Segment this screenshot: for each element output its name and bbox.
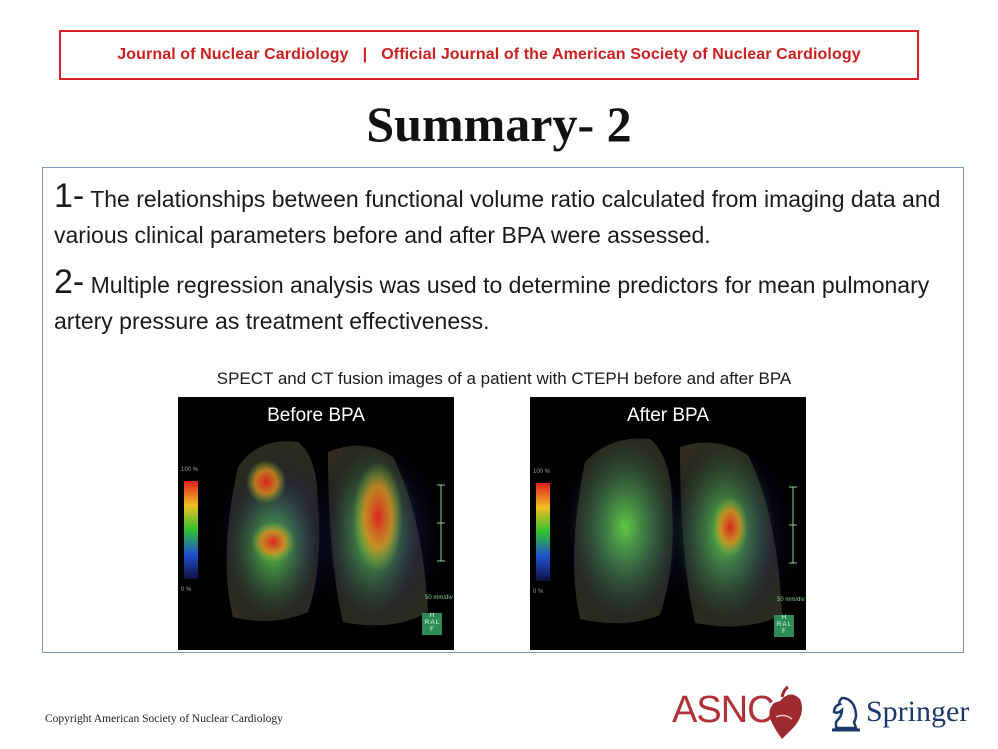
springer-logo: Springer: [826, 690, 976, 734]
springer-logo-text: Springer: [866, 695, 970, 728]
orient-ral: R A L: [776, 622, 792, 628]
orientation-cube: H R A L F: [774, 615, 794, 637]
point-text: Multiple regression analysis was used to…: [54, 272, 930, 334]
springer-knight-icon: [832, 696, 860, 732]
scale-top-label: 100 %: [533, 469, 551, 475]
unit-value: 50: [777, 597, 784, 603]
lung-fusion-before-graphic: [184, 432, 453, 642]
scale-bottom-label: 0 %: [533, 589, 544, 595]
orient-h: H: [429, 613, 435, 619]
unit-text: mm/div: [785, 597, 805, 603]
orientation-cube: H R A L F: [422, 613, 442, 635]
journal-subtitle: Official Journal of the American Society…: [381, 46, 861, 63]
summary-content-box: 1- The relationships between functional …: [42, 167, 964, 653]
slide-title: Summary- 2: [366, 96, 632, 152]
image-label-before: Before BPA: [267, 405, 365, 426]
summary-point-2: 2- Multiple regression analysis was used…: [54, 264, 944, 339]
journal-header: Journal of Nuclear Cardiology | Official…: [59, 30, 919, 80]
orient-ral: R A L: [424, 620, 440, 626]
heart-icon: [769, 685, 802, 739]
journal-name: Journal of Nuclear Cardiology: [117, 46, 349, 63]
point-text: The relationships between functional vol…: [54, 186, 941, 248]
lung-fusion-after-graphic: [536, 422, 805, 642]
unit-value: 50: [425, 595, 432, 601]
figure-caption: SPECT and CT fusion images of a patient …: [216, 369, 792, 388]
scale-unit-label: 50 mm/div: [425, 595, 453, 601]
unit-text: mm/div: [433, 595, 453, 601]
spect-ct-image-after: After BPA 100 % 0 % 50 mm/div H R A L F: [530, 397, 806, 650]
point-number: 2-: [54, 263, 85, 301]
asnc-logo-text: ASNC: [672, 689, 775, 731]
scale-bottom-label: 0 %: [181, 587, 192, 593]
orient-h: H: [781, 615, 787, 621]
header-separator: |: [362, 46, 368, 63]
summary-point-1: 1- The relationships between functional …: [54, 178, 944, 253]
orient-f: F: [782, 629, 786, 635]
asnc-logo: ASNC: [672, 683, 812, 743]
copyright-text: Copyright American Society of Nuclear Ca…: [45, 713, 283, 725]
scale-top-label: 100 %: [181, 467, 199, 473]
scale-unit-label: 50 mm/div: [777, 597, 805, 603]
orient-f: F: [430, 627, 434, 633]
point-number: 1-: [54, 177, 85, 215]
image-label-after: After BPA: [626, 405, 709, 426]
spect-ct-image-before: Before BPA 100 % 0 % 50 mm/div H R A L F: [178, 397, 454, 650]
